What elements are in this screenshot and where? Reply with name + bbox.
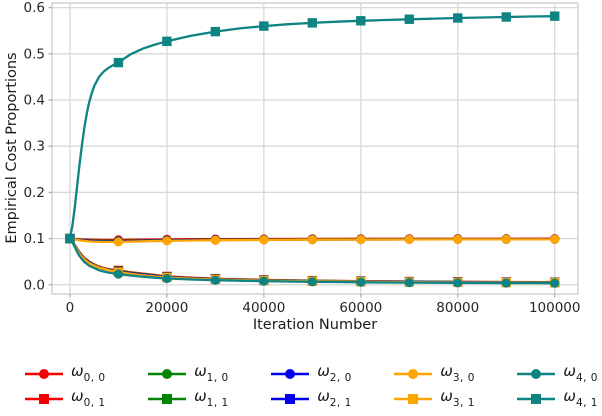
- y-axis-label: Empirical Cost Proportions: [4, 52, 20, 244]
- marker-omega_4_1: [356, 16, 366, 26]
- legend-entry-omega_4_1: ω4, 1: [516, 388, 598, 409]
- marker-omega_3_0: [210, 235, 220, 245]
- legend-circle-swatch-icon: [394, 368, 433, 379]
- marker-omega_4_1: [210, 26, 221, 37]
- legend-label-omega_0_0: ω0, 0: [71, 362, 106, 385]
- x-tick-label: 40000: [242, 300, 285, 316]
- legend-label-omega_2_0: ω2, 0: [317, 362, 352, 385]
- legend-entry-omega_4_0: ω4, 0: [516, 363, 598, 384]
- legend-marker: [531, 393, 542, 404]
- chart-legend: ω0, 0 ω0, 1 ω1, 0 ω1, 1 ω2, 0 ω2, 1 ω3, 0 ω3, 1…: [24, 363, 598, 409]
- y-tick-label: 0.5: [24, 46, 45, 62]
- legend-entry-omega_0_0: ω0, 0: [24, 363, 106, 384]
- legend-circle-swatch-icon: [25, 368, 63, 379]
- marker-omega_3_0: [307, 235, 317, 245]
- legend-entry-omega_0_1: ω0, 1: [24, 388, 106, 409]
- legend-marker: [162, 393, 173, 404]
- legend-column: ω4, 0 ω4, 1: [516, 363, 598, 409]
- legend-marker: [531, 368, 542, 379]
- marker-omega_4_0: [404, 277, 414, 288]
- legend-entry-omega_3_0: ω3, 0: [393, 363, 475, 384]
- y-tick-label: 0.2: [24, 185, 45, 201]
- marker-omega_4_1: [259, 21, 269, 31]
- marker-omega_4_0: [307, 277, 317, 287]
- x-axis-label: Iteration Number: [252, 317, 378, 333]
- marker-omega_4_0: [501, 278, 511, 288]
- legend-square-swatch-icon: [271, 393, 310, 404]
- legend-marker: [39, 393, 49, 404]
- legend-entry-omega_2_1: ω2, 1: [270, 388, 352, 409]
- legend-label-omega_1_0: ω1, 0: [194, 362, 229, 385]
- marker-omega_4_0: [550, 278, 560, 288]
- x-tick-label: 0: [66, 300, 75, 316]
- legend-column: ω2, 0 ω2, 1: [270, 363, 352, 409]
- legend-circle-swatch-icon: [517, 368, 556, 379]
- legend-column: ω3, 0 ω3, 1: [393, 363, 475, 409]
- marker-omega_4_0: [356, 277, 366, 287]
- legend-label-omega_0_1: ω0, 1: [71, 387, 106, 410]
- series-line-omega_4_0: [68, 237, 556, 285]
- y-tick-label: 0.1: [24, 231, 45, 247]
- legend-circle-swatch-icon: [148, 368, 187, 379]
- legend-label-omega_4_0: ω4, 0: [563, 362, 598, 385]
- marker-omega_4_1: [307, 18, 318, 28]
- marker-omega_4_0: [210, 275, 220, 285]
- legend-column: ω1, 0 ω1, 1: [147, 363, 229, 409]
- marker-omega_3_0: [113, 237, 124, 247]
- plot-spines: [51, 2, 579, 295]
- legend-square-swatch-icon: [517, 393, 556, 404]
- legend-column: ω0, 0 ω0, 1: [24, 363, 106, 409]
- marker-omega_3_0: [550, 234, 560, 245]
- legend-marker: [39, 368, 49, 379]
- legend-label-omega_4_1: ω4, 1: [563, 387, 598, 410]
- legend-entry-omega_3_1: ω3, 1: [393, 388, 475, 409]
- x-tick-label: 20000: [145, 300, 188, 316]
- line-chart-plot: 0 20000 40000 60000 80000 100000 0.0 0.1 0.2 0.3 0…: [24, 0, 581, 316]
- marker-omega_3_0: [259, 235, 269, 245]
- x-tick-label: 100000: [529, 300, 581, 316]
- marker-omega_4_0: [162, 273, 172, 284]
- legend-marker: [285, 368, 296, 379]
- marker-omega_4_1: [404, 14, 414, 24]
- legend-circle-swatch-icon: [271, 368, 310, 379]
- legend-label-omega_1_1: ω1, 1: [194, 387, 229, 410]
- legend-entry-omega_1_0: ω1, 0: [147, 363, 229, 384]
- y-tick-label: 0.6: [24, 0, 45, 16]
- x-tick-label: 80000: [436, 300, 479, 316]
- marker-omega_4_0: [113, 269, 124, 279]
- legend-marker: [408, 368, 419, 379]
- legend-square-swatch-icon: [394, 393, 433, 404]
- legend-marker: [162, 368, 173, 379]
- marker-omega_4_0: [453, 278, 463, 288]
- x-tick-label: 60000: [339, 300, 382, 316]
- legend-square-swatch-icon: [148, 393, 187, 404]
- marker-omega_4_0: [259, 276, 269, 286]
- marker-omega_4_1: [453, 13, 463, 23]
- marker-omega_3_0: [404, 234, 414, 245]
- y-tick-label: 0.3: [24, 139, 45, 155]
- marker-omega_4_1: [550, 11, 560, 21]
- legend-label-omega_2_1: ω2, 1: [317, 387, 352, 410]
- series-line-omega_4_1: [68, 15, 556, 240]
- legend-square-swatch-icon: [25, 393, 63, 404]
- marker-omega_3_0: [453, 234, 463, 245]
- legend-entry-omega_2_0: ω2, 0: [270, 363, 352, 384]
- marker-omega_3_0: [501, 234, 511, 245]
- y-tick-label: 0.4: [24, 93, 45, 109]
- legend-entry-omega_1_1: ω1, 1: [147, 388, 229, 409]
- marker-omega_4_1: [65, 233, 75, 244]
- legend-label-omega_3_0: ω3, 0: [440, 362, 475, 385]
- marker-omega_4_1: [162, 36, 172, 47]
- legend-label-omega_3_1: ω3, 1: [440, 387, 475, 410]
- legend-marker: [285, 393, 296, 404]
- marker-omega_4_1: [501, 12, 511, 22]
- marker-omega_3_0: [162, 236, 172, 246]
- legend-marker: [408, 393, 419, 404]
- marker-omega_3_0: [356, 234, 366, 245]
- y-tick-label: 0.0: [24, 277, 45, 293]
- marker-omega_4_1: [113, 57, 124, 68]
